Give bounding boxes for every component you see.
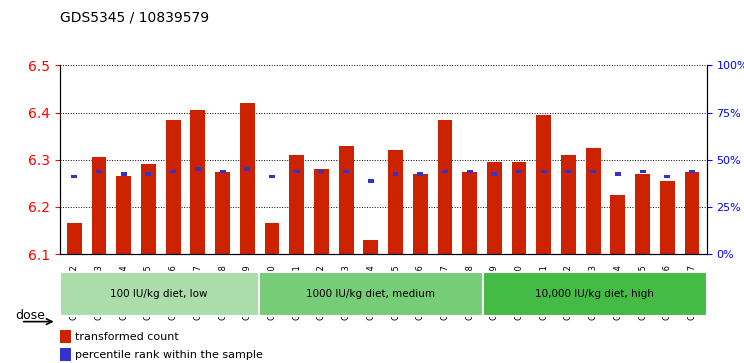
Bar <box>284 65 309 254</box>
Bar <box>60 348 71 361</box>
FancyBboxPatch shape <box>343 170 349 173</box>
Bar <box>487 162 501 254</box>
Bar <box>112 65 136 254</box>
Bar <box>684 171 699 254</box>
Bar <box>289 155 304 254</box>
Bar <box>556 65 581 254</box>
FancyBboxPatch shape <box>516 170 522 173</box>
Bar <box>87 65 112 254</box>
Bar <box>136 65 161 254</box>
Bar <box>215 171 230 254</box>
FancyBboxPatch shape <box>244 167 250 171</box>
Bar <box>512 162 527 254</box>
FancyBboxPatch shape <box>640 170 646 173</box>
Bar <box>141 164 156 254</box>
FancyBboxPatch shape <box>269 175 275 178</box>
Bar <box>606 65 630 254</box>
Text: 10,000 IU/kg diet, high: 10,000 IU/kg diet, high <box>536 289 654 299</box>
FancyBboxPatch shape <box>417 172 423 176</box>
FancyBboxPatch shape <box>491 172 497 176</box>
Bar <box>67 223 82 254</box>
Bar <box>359 65 383 254</box>
FancyBboxPatch shape <box>615 172 620 176</box>
Text: transformed count: transformed count <box>75 332 179 342</box>
Bar <box>432 65 458 254</box>
FancyBboxPatch shape <box>121 172 126 176</box>
Bar <box>388 150 403 254</box>
Bar <box>655 65 679 254</box>
FancyBboxPatch shape <box>393 172 399 176</box>
FancyBboxPatch shape <box>195 167 201 171</box>
Bar <box>586 148 600 254</box>
Bar <box>581 65 606 254</box>
Bar <box>240 103 254 254</box>
Bar <box>260 65 284 254</box>
Bar <box>116 176 131 254</box>
FancyBboxPatch shape <box>96 170 102 173</box>
FancyBboxPatch shape <box>442 170 448 173</box>
Bar <box>630 65 655 254</box>
FancyBboxPatch shape <box>318 170 324 173</box>
Bar <box>660 181 675 254</box>
FancyBboxPatch shape <box>294 170 300 173</box>
Bar <box>679 65 705 254</box>
Bar <box>190 110 205 254</box>
Bar <box>334 65 359 254</box>
Text: percentile rank within the sample: percentile rank within the sample <box>75 350 263 360</box>
Bar <box>211 65 235 254</box>
Bar <box>462 171 477 254</box>
FancyBboxPatch shape <box>466 170 472 173</box>
Bar <box>339 146 353 254</box>
FancyBboxPatch shape <box>219 170 225 173</box>
Bar <box>166 119 181 254</box>
Bar <box>531 65 556 254</box>
Bar <box>60 330 71 343</box>
Bar <box>235 65 260 254</box>
Bar <box>92 157 106 254</box>
FancyBboxPatch shape <box>590 170 596 173</box>
Bar <box>536 115 551 254</box>
Bar <box>383 65 408 254</box>
Bar <box>265 223 280 254</box>
FancyBboxPatch shape <box>664 175 670 178</box>
FancyBboxPatch shape <box>541 170 547 173</box>
Text: 100 IU/kg diet, low: 100 IU/kg diet, low <box>110 289 208 299</box>
FancyBboxPatch shape <box>565 170 571 173</box>
Bar <box>610 195 625 254</box>
Bar <box>507 65 531 254</box>
FancyBboxPatch shape <box>368 179 373 183</box>
Bar <box>161 65 185 254</box>
Bar <box>413 174 428 254</box>
Text: GDS5345 / 10839579: GDS5345 / 10839579 <box>60 11 208 25</box>
Text: 1000 IU/kg diet, medium: 1000 IU/kg diet, medium <box>307 289 435 299</box>
Bar <box>635 174 650 254</box>
Bar <box>408 65 432 254</box>
Bar <box>363 240 378 254</box>
Text: dose: dose <box>15 309 45 322</box>
FancyBboxPatch shape <box>170 170 176 173</box>
Bar <box>561 155 576 254</box>
FancyBboxPatch shape <box>146 172 152 176</box>
Bar <box>62 65 87 254</box>
FancyBboxPatch shape <box>71 175 77 178</box>
Bar <box>482 65 507 254</box>
FancyBboxPatch shape <box>689 170 695 173</box>
Bar <box>185 65 211 254</box>
Bar <box>309 65 334 254</box>
Bar <box>314 169 329 254</box>
Bar <box>458 65 482 254</box>
Bar <box>437 119 452 254</box>
